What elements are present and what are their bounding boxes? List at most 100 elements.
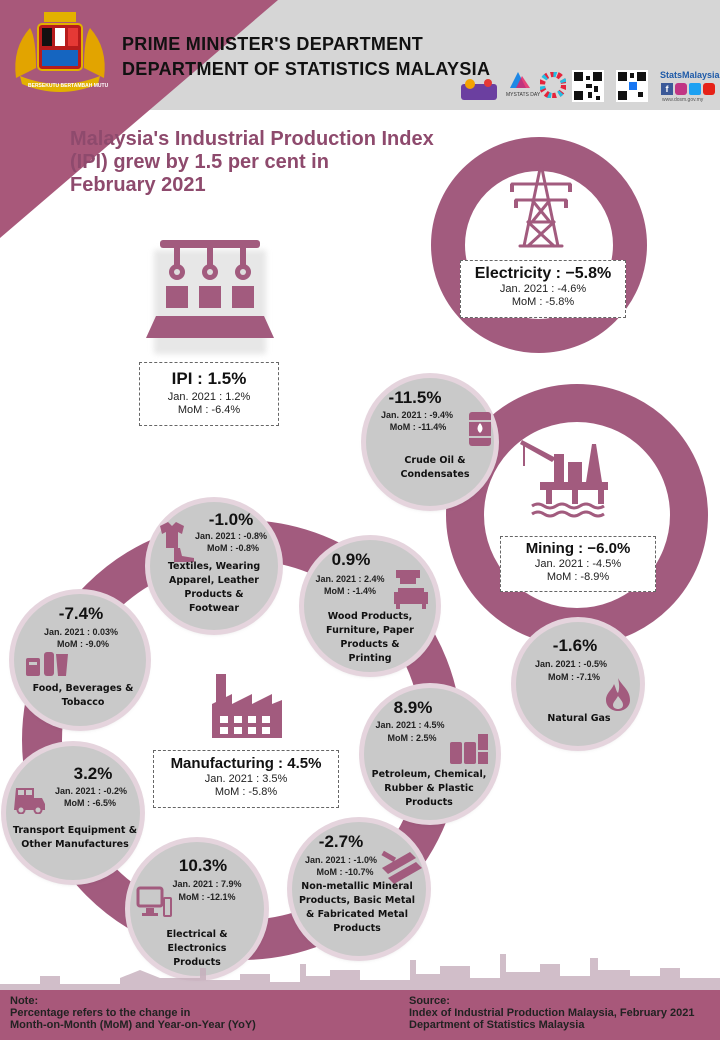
crude-oil-name: Crude Oil & Condensates	[400, 455, 470, 480]
food-beverage-icon	[26, 652, 68, 676]
crude-oil-mom: MoM : -11.4%	[389, 422, 447, 432]
nonmetallic-jan: Jan. 2021 : -1.0%	[304, 855, 378, 865]
manufacturing-jan: Jan. 2021 : 3.5%	[204, 773, 288, 785]
manufacturing-mom: MoM : -5.8%	[214, 786, 278, 798]
petroleum-value: 8.9%	[393, 698, 433, 717]
page-title: Malaysia's Industrial Production Index (…	[70, 128, 470, 197]
transmission-tower-icon	[510, 162, 572, 248]
offshore-platform-icon	[520, 440, 608, 518]
electrical-value: 10.3%	[178, 856, 228, 875]
crude-oil-value: -11.5%	[388, 388, 442, 407]
wood-value: 0.9%	[331, 550, 371, 569]
mystats-logo-icon	[510, 72, 530, 88]
transport-disc	[6, 746, 140, 880]
twitter-icon[interactable]	[689, 83, 701, 95]
title-line-1: Malaysia's Industrial Production Index	[70, 128, 434, 150]
textiles-jan: Jan. 2021 : -0.8%	[194, 531, 268, 541]
flame-icon	[606, 678, 630, 711]
petroleum-jan: Jan. 2021 : 4.5%	[375, 720, 445, 730]
computer-icon	[136, 886, 172, 917]
natural-gas-value: -1.6%	[552, 636, 598, 655]
brand-social: StatsMalaysia	[660, 70, 720, 80]
petroleum-name: Petroleum, Chemical, Rubber & Plastic Pr…	[371, 769, 487, 808]
nonmetallic-disc	[292, 822, 426, 956]
manufacturing-summary-box: Manufacturing : 4.5% Jan. 2021 : 3.5% Mo…	[153, 750, 339, 808]
department-title-2: DEPARTMENT OF STATISTICS MALAYSIA	[122, 59, 491, 79]
textiles-value: -1.0%	[208, 510, 254, 529]
crest-motto: BERSEKUTU BERTAMBAH MUTU	[28, 83, 109, 89]
ipi-value: IPI : 1.5%	[171, 369, 247, 388]
natural-gas-name: Natural Gas	[547, 713, 611, 724]
mystats-label: MYSTATS DAY	[506, 92, 541, 98]
metal-beams-icon	[381, 850, 422, 884]
brand-website[interactable]: www.dosm.gov.my	[662, 97, 704, 103]
oil-barrel-icon	[469, 412, 491, 446]
department-title-1: PRIME MINISTER'S DEPARTMENT	[122, 34, 424, 54]
mining-mom: MoM : -8.9%	[546, 571, 610, 583]
textiles-name: Textiles, Wearing Apparel, Leather Produ…	[167, 561, 261, 614]
source-line-2: Department of Statistics Malaysia	[409, 1019, 585, 1031]
note-line-1: Percentage refers to the change in	[10, 1007, 191, 1019]
census-logo-icon	[461, 79, 497, 100]
food-value: -7.4%	[58, 604, 104, 623]
natural-gas-mom: MoM : -7.1%	[547, 672, 600, 682]
food-jan: Jan. 2021 : 0.03%	[43, 627, 119, 637]
assembly-line-icon	[146, 240, 274, 354]
nonmetallic-name: Non-metallic Mineral Products, Basic Met…	[298, 881, 416, 934]
transport-value: 3.2%	[73, 764, 113, 783]
qr-code-icon	[616, 70, 648, 102]
wood-mom: MoM : -1.4%	[323, 586, 376, 596]
textiles-disc	[150, 502, 278, 630]
wood-disc	[304, 540, 436, 672]
food-mom: MoM : -9.0%	[56, 639, 109, 649]
crude-oil-jan: Jan. 2021 : -9.4%	[380, 410, 454, 420]
youtube-icon[interactable]	[703, 83, 715, 95]
ipi-jan: Jan. 2021 : 1.2%	[167, 391, 251, 403]
wood-name: Wood Products, Furniture, Paper Products…	[326, 611, 414, 664]
industrial-skyline	[0, 954, 720, 992]
nonmetallic-mom: MoM : -10.7%	[316, 867, 374, 877]
source-title: Source:	[409, 995, 450, 1007]
electricity-mom: MoM : -5.8%	[511, 296, 575, 308]
footer-band	[0, 990, 720, 1040]
furniture-icon	[394, 570, 428, 609]
electricity-value: Electricity : −5.8%	[474, 265, 612, 282]
transport-name: Transport Equipment & Other Manufactures	[12, 825, 138, 850]
wood-jan: Jan. 2021 : 2.4%	[315, 574, 385, 584]
mining-value: Mining : −6.0%	[525, 540, 631, 557]
mining-summary-box: Mining : −6.0% Jan. 2021 : -4.5% MoM : -…	[500, 536, 656, 592]
transport-mom: MoM : -6.5%	[63, 798, 116, 808]
electrical-mom: MoM : -12.1%	[178, 892, 236, 902]
malaysia-crest-icon	[15, 12, 105, 92]
chemical-drums-icon	[450, 734, 488, 764]
qr-code-icon	[572, 70, 604, 102]
footer-source: Source: Index of Industrial Production M…	[409, 995, 694, 1031]
shirt-shoe-icon	[160, 522, 194, 562]
petroleum-mom: MoM : 2.5%	[387, 733, 437, 743]
footer-note: Note: Percentage refers to the change in…	[10, 995, 256, 1031]
factory-icon	[212, 674, 282, 738]
electricity-jan: Jan. 2021 : -4.6%	[499, 283, 587, 295]
source-line-1: Index of Industrial Production Malaysia,…	[409, 1007, 695, 1019]
instagram-icon[interactable]	[675, 83, 687, 95]
ipi-summary-box: IPI : 1.5% Jan. 2021 : 1.2% MoM : -6.4%	[139, 362, 279, 426]
nonmetallic-value: -2.7%	[318, 832, 364, 851]
manufacturing-value: Manufacturing : 4.5%	[170, 755, 322, 772]
vehicle-icon	[14, 788, 45, 814]
electrical-name: Electrical & Electronics Products	[166, 929, 228, 968]
transport-jan: Jan. 2021 : -0.2%	[54, 786, 128, 796]
social-icons: f	[661, 83, 715, 95]
food-name: Food, Beverages & Tobacco	[32, 683, 134, 708]
note-title: Note:	[10, 995, 39, 1007]
title-line-3: February 2021	[70, 174, 206, 196]
electrical-jan: Jan. 2021 : 7.9%	[172, 879, 242, 889]
sdg-wheel-icon	[540, 72, 566, 98]
textiles-mom: MoM : -0.8%	[206, 543, 259, 553]
mining-jan: Jan. 2021 : -4.5%	[534, 558, 622, 570]
ipi-mom: MoM : -6.4%	[177, 404, 241, 416]
natural-gas-jan: Jan. 2021 : -0.5%	[534, 659, 608, 669]
facebook-icon[interactable]: f	[661, 83, 673, 95]
note-line-2: Month-on-Month (MoM) and Year-on-Year (Y…	[10, 1019, 256, 1031]
title-line-2: (IPI) grew by 1.5 per cent in	[70, 151, 329, 173]
